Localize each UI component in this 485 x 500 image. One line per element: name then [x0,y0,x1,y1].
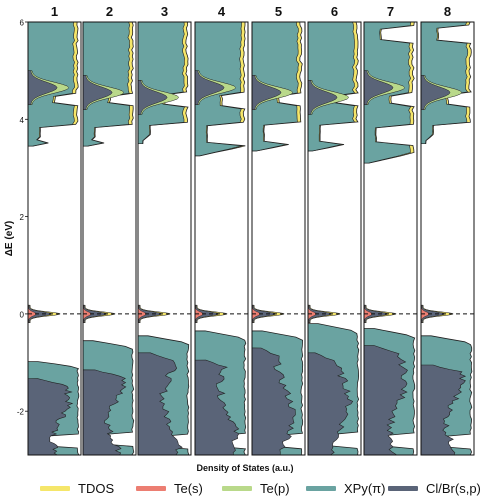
panel-title-3: 3 [161,4,168,19]
panel-title-5: 5 [275,4,282,19]
panel-frame-7 [363,21,418,456]
y-axis-label: ΔE (eV) [4,221,15,257]
panel-frame-4 [194,21,249,456]
legend-swatch-xpy [306,485,336,491]
y-tick-label: -2 [17,408,25,417]
legend-label-clbr: Cl/Br(s,p) [426,480,481,496]
clbr-peak-cond-2 [83,75,113,110]
clbr-area-val-2 [83,369,127,455]
clbr-peak-cond-6 [308,80,338,115]
clbr-peak-cond-4 [195,70,225,105]
clbr-area-val-4 [195,359,240,455]
clbr-area-val-7 [364,345,408,455]
legend-swatch-tdos [40,485,70,491]
panel-frame-8 [420,21,475,456]
clbr-peak-cond-5 [252,75,282,110]
y-tick-label: 4 [20,116,25,125]
y-tick-label: 0 [20,310,25,319]
y-tick-label: 6 [20,19,25,28]
legend-item-te-p: Te(p) [222,477,290,499]
clbr-peak-cond-3 [138,80,168,115]
panel-frame-3 [137,21,192,456]
panel-title-8: 8 [444,4,451,19]
clbr-peak-cond-1 [28,70,58,105]
clbr-area-val-3 [138,352,183,455]
legend-label-te-p: Te(p) [260,480,290,496]
panel-title-1: 1 [51,4,58,19]
panel-frame-1 [27,21,82,456]
dos-figure: ΔE (eV) -2 0 2 4 6 Density of States (a.u.) 1 2 3… [4,4,475,473]
legend-swatch-clbr [388,485,418,491]
clbr-area-val-8 [421,364,467,455]
clbr-area-val-5 [252,347,296,455]
xpy-area-cond-3 [138,22,185,144]
legend-item-clbr: Cl/Br(s,p) [388,477,481,499]
panel-title-2: 2 [106,4,113,19]
panel-frame-2 [82,21,137,456]
panel-frame-5 [251,21,306,456]
legend: TDOS Te(s) Te(p) XPy(π) Cl/Br(s,p) [0,477,485,499]
clbr-peak-cond-7 [364,70,394,105]
clbr-area-val-6 [308,352,354,455]
legend-label-te-s: Te(s) [174,480,203,496]
legend-label-tdos: TDOS [78,480,115,496]
panel-title-4: 4 [218,4,226,19]
legend-swatch-te-s [136,485,166,491]
legend-item-te-s: Te(s) [136,477,203,499]
xpy-area-cond-6 [308,22,356,152]
legend-item-tdos: TDOS [40,477,114,499]
clbr-area-val-1 [28,378,74,455]
x-axis-label: Density of States (a.u.) [196,463,293,473]
panel-frame-6 [307,21,362,456]
panel-title-6: 6 [331,4,338,19]
panel-title-7: 7 [387,4,394,19]
legend-swatch-te-p [222,485,252,491]
clbr-peak-cond-8 [421,75,451,110]
y-tick-label: 2 [20,213,25,222]
xpy-area-cond-2 [83,22,131,147]
legend-label-xpy: XPy(π) [344,480,386,496]
xpy-area-cond-8 [421,22,469,144]
legend-item-xpy: XPy(π) [306,477,385,499]
